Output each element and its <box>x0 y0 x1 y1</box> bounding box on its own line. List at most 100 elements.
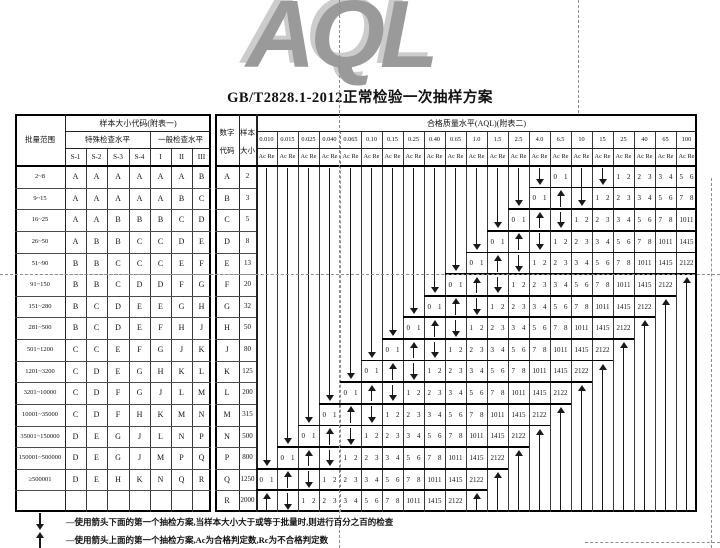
special-level-col-header: S-1 <box>70 153 81 161</box>
batch-range-cell: 3201~10000 <box>23 389 57 397</box>
grid-line <box>613 131 614 512</box>
acre-value: 22 <box>497 453 505 462</box>
acre-value: 2 <box>333 475 337 484</box>
acre-value: 5 <box>595 259 600 268</box>
acre-pair-cell: 21 22 <box>615 317 633 339</box>
acre-value: 4 <box>501 345 505 354</box>
code-letter-cell: C <box>115 280 121 290</box>
long-down-arrow-icon <box>598 168 607 185</box>
long-down-arrow-icon <box>325 168 334 401</box>
code-letter-cell: A <box>72 193 79 203</box>
code-letter-cell: A <box>72 172 79 181</box>
acre-value: 4 <box>459 389 463 398</box>
acre-value: 3 <box>658 172 663 181</box>
code-letter-cell: H <box>198 301 205 311</box>
code-letter-cell: C <box>115 258 121 268</box>
grid-line <box>215 382 256 384</box>
acre-pair-cell: 21 22 <box>510 426 528 448</box>
acre-value: 4 <box>396 453 400 462</box>
acre-value: 4 <box>354 497 358 506</box>
acre-value: 2 <box>595 216 600 225</box>
code-letter-cell: E <box>94 453 99 463</box>
code-letter-cell: E <box>199 236 204 246</box>
acre-pair-cell: 21 22 <box>573 361 591 383</box>
long-up-arrow-icon <box>619 342 628 510</box>
code-letter-cell: L <box>199 366 204 376</box>
acre-value: 11 <box>602 302 610 311</box>
acre-value: 1 <box>396 345 400 354</box>
code-letter-cell: N <box>178 431 185 441</box>
long-up-arrow-icon <box>472 493 481 510</box>
acre-value: 22 <box>623 324 631 333</box>
grid-line <box>361 131 362 512</box>
acre-value: 0 <box>322 410 327 419</box>
sample-size-cell: 315 <box>242 409 253 418</box>
acre-value: 15 <box>644 280 652 289</box>
grid-line <box>466 131 467 512</box>
code-letter-cell: B <box>72 301 79 311</box>
code-letter-cell: B <box>178 193 185 203</box>
code-number-cell: Q <box>224 474 230 484</box>
acre-value: 2 <box>385 432 390 441</box>
acre-value: 10 <box>616 280 624 289</box>
acre-value: 2 <box>574 237 579 246</box>
acre-value: 2 <box>406 410 411 419</box>
code-letter-cell: P <box>199 431 204 441</box>
acre-value: 14 <box>553 367 561 376</box>
code-letter-cell: G <box>115 453 121 463</box>
acre-value: 10 <box>532 367 540 376</box>
batch-range-cell: 2~8 <box>34 173 46 180</box>
acre-value: 0 <box>301 432 306 441</box>
ac-re-label: Ac Re <box>489 153 506 160</box>
code-letter-cell: A <box>93 193 100 203</box>
staircase-line <box>466 251 697 254</box>
acre-value: 21 <box>595 345 603 354</box>
footnote-use-plan-below: —使用箭头下面的第一个抽检方案,当样本大小大于或等于批量时,则进行百分之百的检查 <box>66 517 394 527</box>
grid-line <box>655 131 656 512</box>
acre-value: 1 <box>574 216 579 225</box>
grid-line-dashed <box>340 131 341 512</box>
grid-line <box>445 131 446 512</box>
code-letter-cell: C <box>72 366 79 376</box>
grid-line <box>529 131 530 512</box>
acre-value: 5 <box>574 280 579 289</box>
acre-value: 7 <box>490 389 495 398</box>
acre-value: 1 <box>522 216 526 225</box>
up-arrow-icon <box>556 190 565 207</box>
acre-value: 8 <box>543 345 547 354</box>
up-arrow-icon <box>283 471 292 488</box>
code-letter-cell: A <box>115 193 121 203</box>
long-up-arrow-icon <box>493 471 502 510</box>
acre-value: 3 <box>606 216 610 225</box>
code-letter-cell: D <box>178 236 185 246</box>
grid-line <box>65 114 66 512</box>
code-letter-cell: G <box>198 280 205 290</box>
acre-value: 15 <box>518 410 526 419</box>
acre-value: 10 <box>658 237 666 246</box>
acre-value: 7 <box>616 259 621 268</box>
acre-pair-cell: 14 15 <box>573 339 591 361</box>
acre-pair-cell: 14 15 <box>678 231 696 253</box>
ac-re-label: Ac Re <box>321 153 338 160</box>
acre-value: 3 <box>354 475 358 484</box>
acre-value: 1 <box>417 324 421 333</box>
sample-size-cell: 1250 <box>240 474 255 483</box>
acre-value: 11 <box>581 324 589 333</box>
acre-value: 3 <box>448 389 453 398</box>
acre-value: 11 <box>560 345 568 354</box>
acre-value: 14 <box>532 389 540 398</box>
code-letter-cell: G <box>136 366 143 376</box>
code-letter-cell: N <box>157 474 164 484</box>
code-number-cell: A <box>224 172 230 181</box>
acre-value: 3 <box>564 259 568 268</box>
grid-line <box>15 187 211 189</box>
